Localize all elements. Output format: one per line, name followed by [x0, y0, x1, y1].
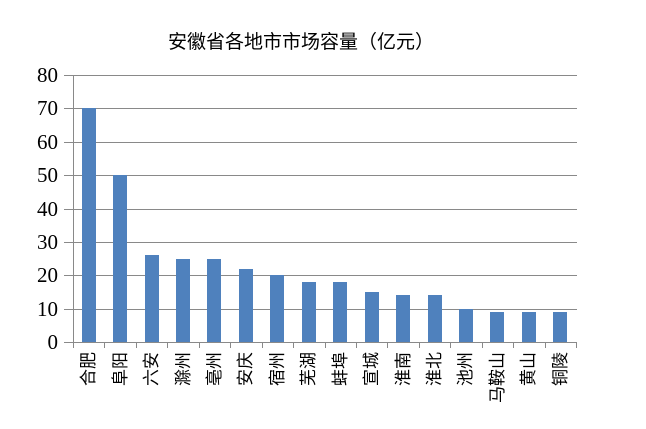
y-axis-tick-label: 70	[37, 96, 58, 121]
x-axis-category-label: 安庆	[236, 352, 256, 386]
x-axis-category-label: 淮北	[425, 352, 445, 386]
y-axis-tick	[64, 241, 73, 243]
gridline	[74, 241, 577, 243]
x-axis-tick	[167, 343, 169, 348]
y-axis-tick-label: 60	[37, 129, 58, 154]
x-axis-tick	[481, 343, 483, 348]
y-axis-tick	[64, 141, 73, 143]
y-axis-tick	[64, 275, 73, 277]
x-axis-category-label: 滁州	[173, 352, 193, 386]
x-axis-tick	[418, 343, 420, 348]
bar	[144, 255, 159, 342]
bar	[113, 175, 128, 342]
gridline	[74, 308, 577, 310]
y-axis-tick	[64, 75, 73, 76]
x-axis-tick	[324, 343, 326, 348]
x-axis-category-label: 蚌埠	[330, 352, 350, 386]
x-axis-category-label: 合肥	[79, 352, 99, 386]
x-axis-tick	[450, 343, 452, 348]
bar	[333, 281, 348, 342]
x-axis-category-label: 黄山	[519, 352, 539, 386]
x-axis-tick	[355, 343, 357, 348]
x-axis-category-label: 阜阳	[110, 352, 130, 386]
gridline	[74, 141, 577, 143]
bar	[427, 295, 442, 342]
x-axis-tick	[261, 343, 263, 348]
x-axis-tick	[198, 343, 200, 348]
bar	[490, 311, 505, 342]
x-axis-category-label: 池州	[456, 352, 476, 386]
y-axis-tick-label: 50	[37, 163, 58, 188]
x-axis-category-label: 淮南	[393, 352, 413, 386]
bar	[81, 108, 96, 342]
bar	[458, 308, 473, 342]
x-axis-tick	[513, 343, 515, 348]
bar	[176, 258, 191, 342]
x-axis-category-label: 宿州	[267, 352, 287, 386]
x-axis-category-label: 铜陵	[550, 352, 570, 386]
y-axis-tick-label: 20	[37, 263, 58, 288]
chart-title: 安徽省各地市市场容量（亿元）	[167, 32, 434, 53]
x-axis-category-label: 六安	[142, 352, 162, 386]
x-axis-tick	[544, 343, 546, 348]
bar	[238, 268, 253, 342]
bar	[553, 311, 568, 342]
y-axis-tick-label: 0	[47, 330, 59, 354]
x-axis-category-label: 亳州	[204, 352, 224, 386]
x-axis-tick	[135, 343, 137, 348]
bar	[521, 311, 536, 342]
x-axis-category-label: 宣城	[362, 352, 382, 386]
y-axis-tick	[64, 308, 73, 310]
bar	[364, 291, 379, 342]
plot-area	[73, 75, 577, 343]
y-axis-tick	[64, 208, 73, 210]
gridline	[74, 108, 577, 110]
bar	[270, 275, 285, 342]
y-axis-tick	[64, 108, 73, 110]
gridline	[74, 275, 577, 277]
x-axis-tick	[104, 343, 106, 348]
bar	[301, 281, 316, 342]
y-axis-tick-label: 40	[37, 196, 58, 221]
x-axis-tick	[293, 343, 295, 348]
bar	[207, 258, 222, 342]
y-axis-tick	[64, 175, 73, 177]
y-axis-tick	[64, 342, 73, 343]
x-axis-tick	[576, 343, 577, 348]
gridline	[74, 208, 577, 210]
gridline	[74, 175, 577, 177]
x-axis-tick	[387, 343, 389, 348]
x-axis-category-label: 马鞍山	[487, 352, 507, 403]
y-axis-tick-label: 10	[37, 296, 58, 321]
y-axis-tick-label: 80	[37, 63, 58, 87]
y-axis-tick-label: 30	[37, 229, 58, 254]
x-axis-category-label: 芜湖	[299, 352, 319, 386]
bar	[396, 295, 411, 342]
x-axis-tick	[230, 343, 232, 348]
x-axis-tick	[73, 343, 74, 348]
gridline	[74, 75, 577, 76]
